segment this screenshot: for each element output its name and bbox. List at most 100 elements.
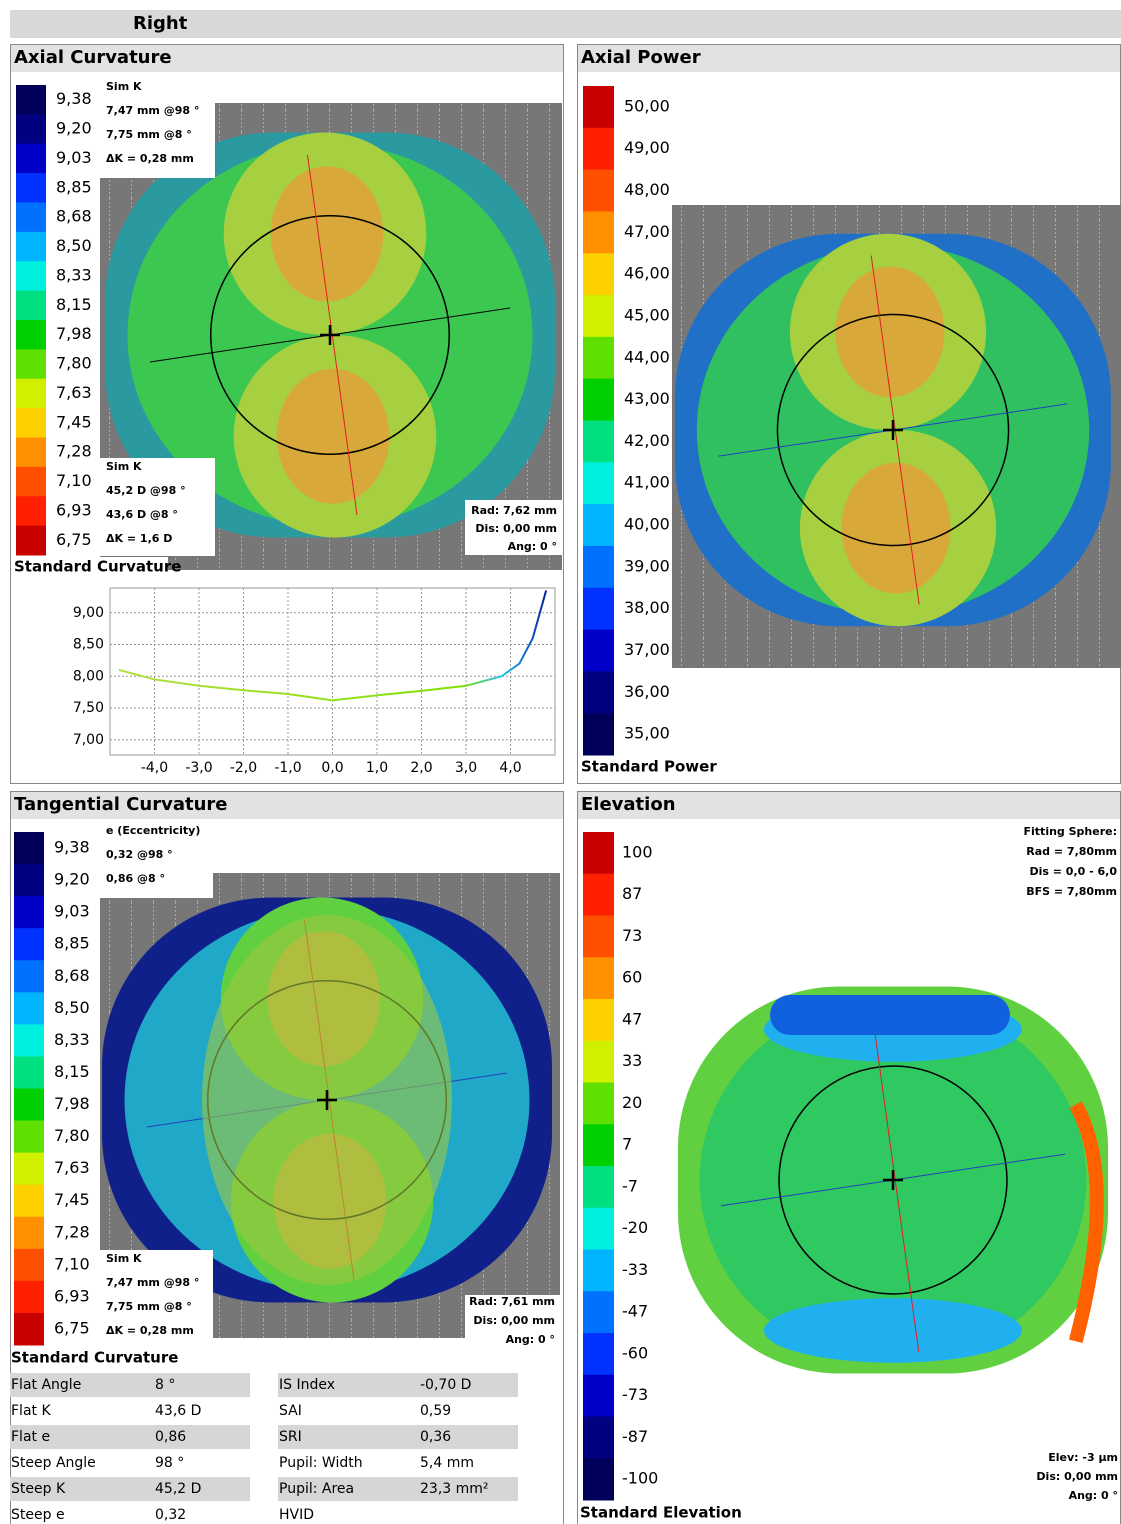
scale-swatch [583,211,614,253]
scale-label: 47 [622,1009,642,1028]
scale-swatch [583,588,614,630]
scale-swatch [14,1056,44,1089]
box-title: Sim K [106,460,142,473]
scale-swatch [583,671,614,713]
topography-map [678,987,1108,1374]
scale-label: 46,00 [624,264,670,283]
scale-label: 7,10 [56,471,92,490]
scale-swatch [16,467,46,497]
y-tick-label: 7,00 [73,732,104,748]
scale-swatch [14,1281,44,1314]
scale-label: 47,00 [624,222,670,241]
table-row-bg [278,1425,518,1449]
box-line: 45,2 D @98 ° [106,484,186,497]
index-label: Pupil: Area [279,1481,354,1497]
index-label: Flat e [11,1429,50,1445]
scale-label: -47 [622,1302,648,1321]
scale-label: 73 [622,926,642,945]
scale-swatch [16,261,46,291]
scale-swatch [14,928,44,961]
box-line: 43,6 D @8 ° [106,508,178,521]
box-line: ΔK = 1,6 D [106,532,172,545]
scale-label: -7 [622,1176,638,1195]
scale-label: 7,45 [54,1190,90,1209]
info-line: Fitting Sphere: [1024,825,1117,838]
scale-label: 7,28 [54,1222,90,1241]
scale-label: 48,00 [624,180,670,199]
info-line: Rad: 7,62 mm [471,504,557,517]
scale-swatch [583,713,614,755]
scale-label: 8,85 [54,934,90,953]
scale-swatch [14,832,44,865]
scale-label: 7,80 [56,354,92,373]
scale-swatch [16,232,46,262]
info-line: Rad: 7,61 mm [469,1295,555,1308]
index-value: 0,36 [420,1429,451,1445]
scale-label: -100 [622,1469,658,1488]
scale-swatch [583,128,614,170]
scale-label: 9,20 [54,870,90,889]
scale-swatch [16,85,46,115]
scale-swatch [16,114,46,144]
scale-swatch [14,864,44,897]
scale-label: 35,00 [624,724,670,743]
index-value: 0,59 [420,1403,451,1419]
scale-label: 8,50 [56,236,92,255]
scale-label: 38,00 [624,598,670,617]
scale-swatch [583,630,614,672]
scale-swatch [583,1166,614,1208]
scale-label: 9,03 [54,902,90,921]
scale-label: 8,68 [54,966,90,985]
box-line: 0,32 @98 ° [106,848,173,861]
panel-footer: Standard Elevation [580,1504,742,1522]
elev-top-band [770,995,1010,1035]
box-line: ΔK = 0,28 mm [106,1324,194,1337]
scale-swatch [583,874,614,916]
index-label: Steep Angle [11,1455,96,1471]
scale-label: 60 [622,968,642,987]
index-value: 98 ° [155,1455,184,1471]
scale-swatch [16,438,46,468]
scale-swatch [14,1121,44,1154]
scale-label: 42,00 [624,431,670,450]
scale-swatch [583,86,614,128]
scale-swatch [583,337,614,379]
scale-swatch [583,1124,614,1166]
scale-label: 7,63 [54,1158,90,1177]
scale-label: 9,38 [54,838,90,857]
scale-swatch [14,1185,44,1218]
scale-label: 7,45 [56,412,92,431]
index-label: Flat K [11,1403,51,1419]
x-tick-label: 0,0 [321,760,343,776]
scale-swatch [583,546,614,588]
info-line: Ang: 0 ° [1069,1489,1118,1502]
scale-swatch [583,295,614,337]
scale-swatch [14,1217,44,1250]
index-label: SAI [279,1403,302,1419]
scale-label: 44,00 [624,347,670,366]
scale-label: 6,75 [56,530,92,549]
box-line: 0,86 @8 ° [106,872,165,885]
scale-swatch [583,999,614,1041]
scale-swatch [583,1291,614,1333]
lobe-core [277,369,390,504]
info-line: Rad = 7,80mm [1026,845,1117,858]
box-line: 7,75 mm @8 ° [106,128,192,141]
scale-label: 6,93 [54,1286,90,1305]
scale-swatch [14,1089,44,1122]
scale-label: 8,33 [56,265,92,284]
scale-swatch [16,349,46,379]
x-tick-label: 2,0 [410,760,432,776]
lobe-core [271,166,384,301]
scale-label: 8,68 [56,207,92,226]
scale-swatch [583,1083,614,1125]
scale-label: -87 [622,1427,648,1446]
scale-label: 49,00 [624,138,670,157]
index-label: Pupil: Width [279,1455,363,1471]
scale-swatch [14,1249,44,1282]
scale-label: 8,15 [54,1062,90,1081]
box-line: 7,47 mm @98 ° [106,104,199,117]
scale-swatch [583,1250,614,1292]
scale-label: 33 [622,1051,642,1070]
scale-label: 45,00 [624,305,670,324]
